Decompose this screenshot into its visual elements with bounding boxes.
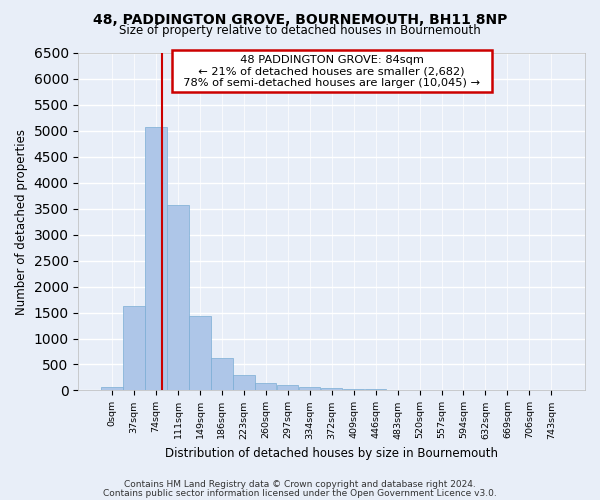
Bar (277, 386, 298, 390)
Bar (124, 306, 145, 390)
Text: Size of property relative to detached houses in Bournemouth: Size of property relative to detached ho… (119, 24, 481, 37)
Text: 48, PADDINGTON GROVE, BOURNEMOUTH, BH11 8NP: 48, PADDINGTON GROVE, BOURNEMOUTH, BH11 … (93, 12, 507, 26)
Text: 48 PADDINGTON GROVE: 84sqm  
  ← 21% of detached houses are smaller (2,682)  
  : 48 PADDINGTON GROVE: 84sqm ← 21% of deta… (176, 54, 487, 88)
Bar (189, 316, 211, 390)
Bar (343, 388, 364, 390)
Y-axis label: Number of detached properties: Number of detached properties (15, 128, 28, 314)
Bar (321, 388, 343, 390)
Bar (233, 375, 254, 390)
Bar (299, 386, 320, 390)
Text: Contains public sector information licensed under the Open Government Licence v3: Contains public sector information licen… (103, 488, 497, 498)
Text: Contains HM Land Registry data © Crown copyright and database right 2024.: Contains HM Land Registry data © Crown c… (124, 480, 476, 489)
Bar (211, 358, 233, 390)
X-axis label: Distribution of detached houses by size in Bournemouth: Distribution of detached houses by size … (165, 447, 498, 460)
Bar (145, 127, 167, 390)
Bar (167, 205, 188, 390)
Bar (255, 382, 277, 390)
Bar (365, 389, 386, 390)
Bar (101, 386, 123, 390)
